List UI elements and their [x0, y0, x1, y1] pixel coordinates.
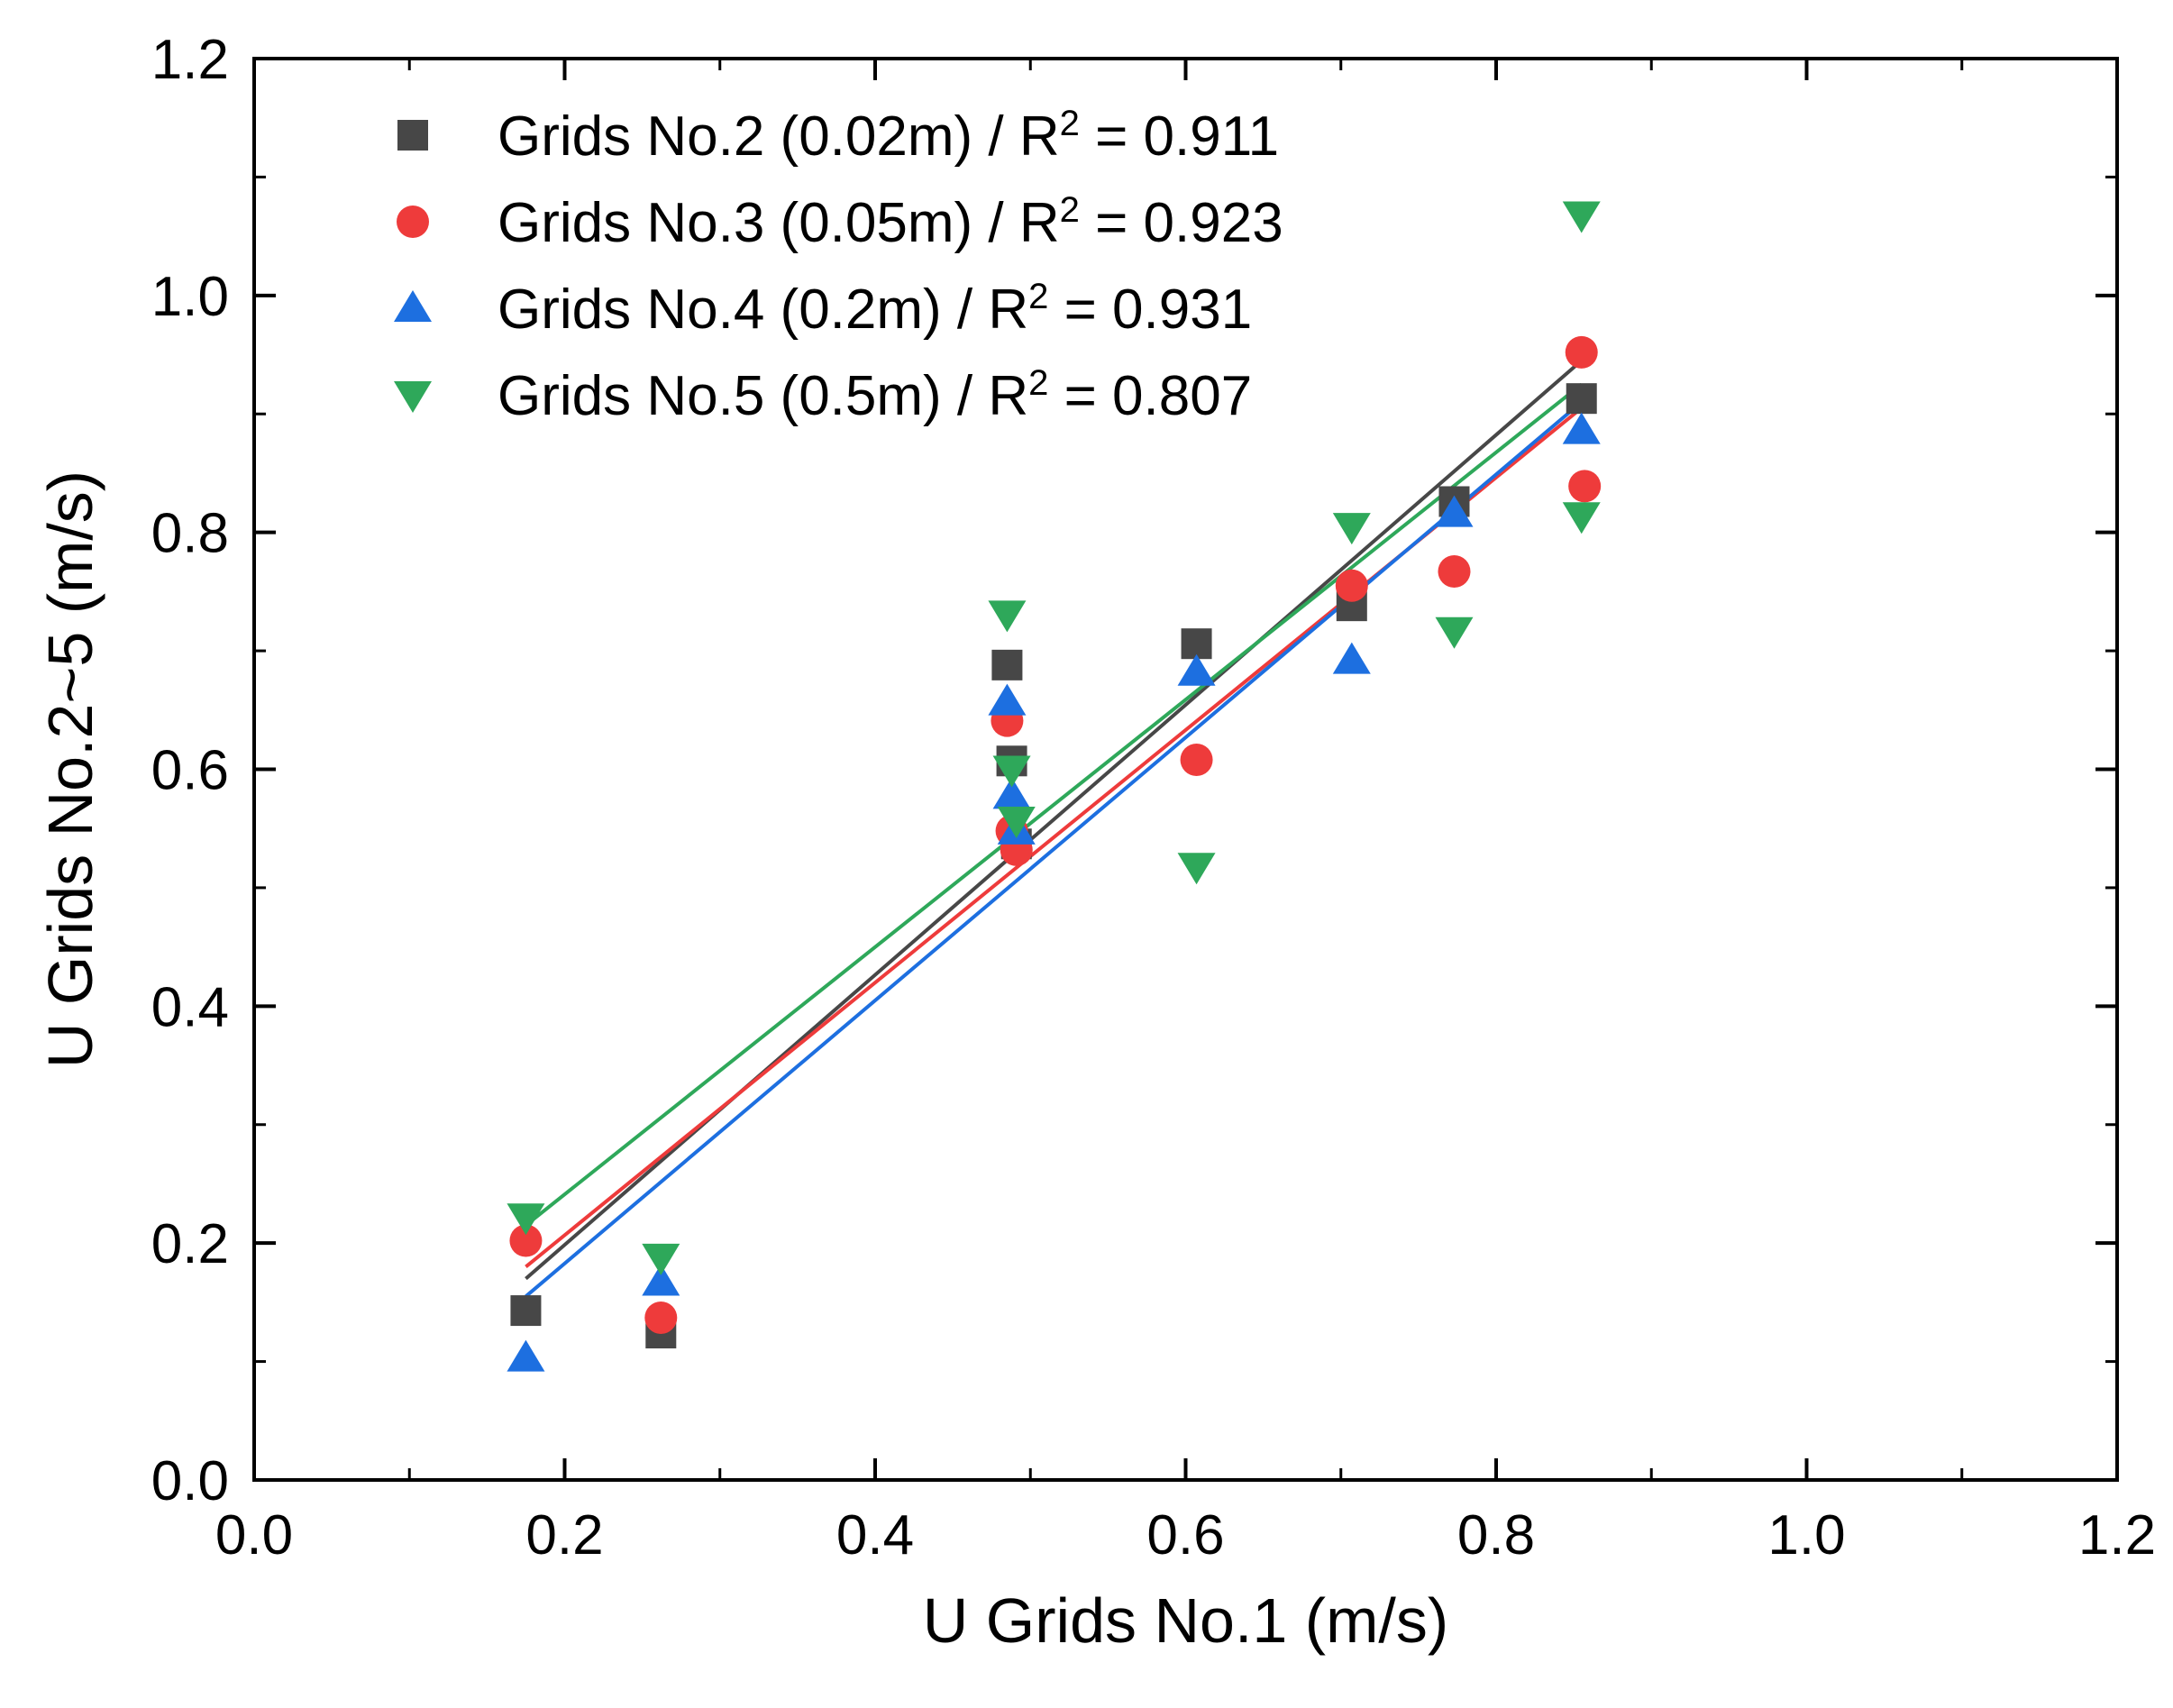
x-tick-label: 0.0 — [215, 1504, 293, 1566]
data-point-series-4 — [992, 755, 1031, 788]
data-point-series-1 — [1181, 628, 1212, 660]
legend-label-series-2: Grids No.3 (0.05m) / R2 = 0.923 — [498, 190, 1283, 254]
y-axis-title: U Grids No.2~5 (m/s) — [35, 470, 105, 1068]
data-point-series-3 — [1562, 412, 1601, 444]
x-tick-label: 1.2 — [2078, 1504, 2156, 1566]
fit-lines-layer — [525, 359, 1584, 1298]
data-point-series-2 — [1335, 569, 1368, 602]
data-point-series-4 — [1562, 502, 1601, 534]
data-point-series-4 — [1435, 617, 1474, 649]
data-point-series-1 — [510, 1295, 542, 1327]
plot-frame — [252, 57, 2119, 1482]
ticks-layer: 0.0 0.2 0.4 0.6 0.8 1.0 1.2 0.0 0.2 0.4 0.6 0.8 1.0 1… — [151, 29, 2156, 1566]
data-point-series-2 — [1180, 743, 1213, 776]
legend-marker-series-4 — [394, 381, 432, 413]
fit-line-series-3 — [525, 400, 1584, 1298]
x-tick-label: 0.8 — [1457, 1504, 1535, 1566]
x-tick-label: 0.2 — [525, 1504, 603, 1566]
data-point-series-3 — [642, 1264, 680, 1296]
legend-marker-series-2 — [397, 206, 429, 238]
data-point-series-2 — [644, 1301, 678, 1334]
legend-marker-series-3 — [394, 290, 432, 322]
x-tick-label: 0.4 — [836, 1504, 914, 1566]
legend: Grids No.2 (0.02m) / R2 = 0.911 Grids No.… — [394, 104, 1283, 427]
legend-label-series-3: Grids No.4 (0.2m) / R2 = 0.931 — [498, 277, 1252, 341]
y-tick-label: 0.8 — [151, 503, 229, 565]
data-point-series-3 — [1435, 495, 1474, 527]
legend-label-series-4: Grids No.5 (0.5m) / R2 = 0.807 — [498, 363, 1252, 427]
y-tick-label: 0.4 — [151, 976, 229, 1038]
data-point-series-3 — [988, 683, 1027, 716]
data-point-series-4 — [507, 1203, 545, 1236]
data-point-series-4 — [997, 807, 1036, 839]
fit-line-series-4 — [525, 382, 1583, 1228]
data-point-series-1 — [1566, 383, 1597, 415]
data-point-series-3 — [1332, 642, 1371, 674]
data-point-series-2 — [1438, 555, 1471, 589]
data-point-series-4 — [1177, 853, 1216, 885]
data-point-series-2 — [1568, 470, 1602, 503]
data-point-series-4 — [642, 1243, 680, 1275]
data-point-series-2 — [1565, 335, 1598, 369]
data-point-series-2 — [509, 1224, 543, 1257]
y-tick-label: 0.6 — [151, 740, 229, 802]
data-point-series-1 — [991, 649, 1023, 680]
y-tick-label: 0.0 — [151, 1450, 229, 1512]
x-tick-label: 0.6 — [1146, 1504, 1224, 1566]
y-tick-label: 1.2 — [151, 29, 229, 91]
x-axis-title: U Grids No.1 (m/s) — [923, 1585, 1448, 1656]
legend-marker-series-1 — [397, 120, 428, 151]
y-tick-label: 0.2 — [151, 1213, 229, 1275]
data-point-series-3 — [1177, 653, 1216, 686]
points-layer — [507, 201, 1602, 1372]
data-point-series-4 — [1562, 201, 1601, 233]
y-tick-label: 1.0 — [151, 266, 229, 328]
data-point-series-3 — [992, 777, 1031, 809]
legend-label-series-1: Grids No.2 (0.02m) / R2 = 0.911 — [498, 104, 1279, 168]
data-point-series-4 — [1332, 513, 1371, 545]
data-point-series-4 — [988, 600, 1027, 633]
data-point-series-3 — [507, 1339, 545, 1372]
x-tick-label: 1.0 — [1767, 1504, 1845, 1566]
fit-line-series-1 — [525, 359, 1584, 1281]
